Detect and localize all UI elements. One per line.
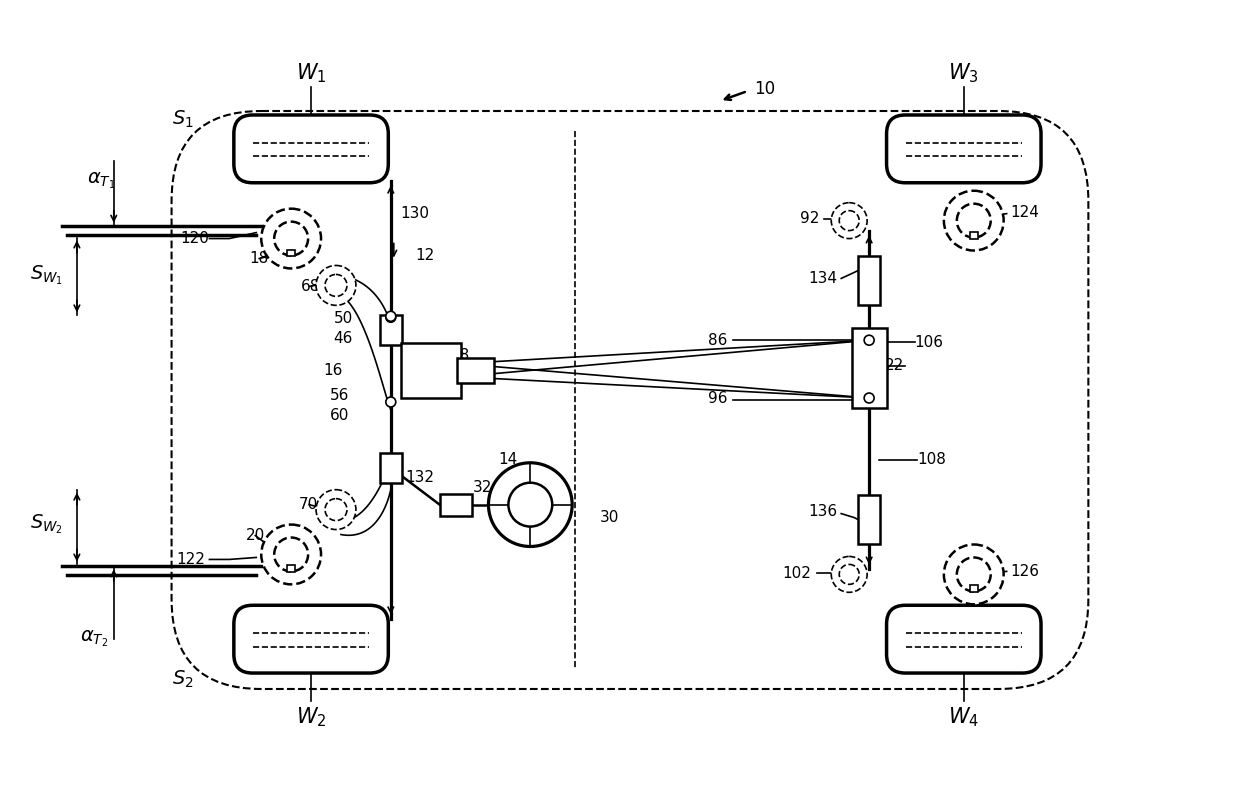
Circle shape <box>944 544 1003 604</box>
Bar <box>440 493 471 516</box>
Bar <box>858 256 880 305</box>
Bar <box>970 232 978 238</box>
FancyBboxPatch shape <box>234 605 388 673</box>
Circle shape <box>489 463 572 547</box>
Circle shape <box>957 204 991 238</box>
Circle shape <box>831 556 867 592</box>
Text: 28: 28 <box>450 347 470 363</box>
Text: 60: 60 <box>330 408 348 423</box>
Text: 32: 32 <box>472 480 492 495</box>
Circle shape <box>386 312 396 321</box>
Circle shape <box>262 524 321 584</box>
Text: 20: 20 <box>247 528 265 543</box>
Bar <box>379 316 402 345</box>
Bar <box>379 453 402 483</box>
Text: 120: 120 <box>181 231 210 246</box>
Circle shape <box>262 209 321 269</box>
Text: 126: 126 <box>1011 564 1039 579</box>
Bar <box>288 565 295 572</box>
Text: 106: 106 <box>914 335 942 350</box>
FancyBboxPatch shape <box>887 115 1042 183</box>
Circle shape <box>944 190 1003 250</box>
Bar <box>456 358 495 383</box>
Circle shape <box>839 564 859 584</box>
Circle shape <box>839 210 859 230</box>
FancyBboxPatch shape <box>171 111 1089 689</box>
Circle shape <box>316 265 356 305</box>
Circle shape <box>864 336 874 345</box>
Text: 86: 86 <box>708 332 728 347</box>
Circle shape <box>957 557 991 591</box>
Text: $W_3$: $W_3$ <box>949 61 980 85</box>
FancyBboxPatch shape <box>887 605 1042 673</box>
Text: $S_1$: $S_1$ <box>171 108 193 130</box>
Text: 30: 30 <box>600 510 620 525</box>
Text: $S_{W_1}$: $S_{W_1}$ <box>30 264 63 287</box>
Text: 12: 12 <box>415 248 435 263</box>
Text: 124: 124 <box>1011 205 1039 220</box>
Text: 68: 68 <box>301 279 320 294</box>
Circle shape <box>274 222 308 256</box>
Circle shape <box>325 274 347 296</box>
Circle shape <box>325 499 347 520</box>
Circle shape <box>386 397 396 407</box>
Circle shape <box>508 483 552 527</box>
Text: 50: 50 <box>334 311 353 326</box>
Text: 18: 18 <box>249 251 269 266</box>
Text: 136: 136 <box>808 505 837 519</box>
Bar <box>288 249 295 257</box>
Text: 46: 46 <box>334 331 353 346</box>
Text: $W_4$: $W_4$ <box>949 705 980 728</box>
Text: 22: 22 <box>885 358 904 373</box>
Text: $\alpha_{T_2}$: $\alpha_{T_2}$ <box>79 629 108 650</box>
FancyBboxPatch shape <box>234 115 388 183</box>
Text: 132: 132 <box>405 470 435 485</box>
Text: 134: 134 <box>808 271 837 286</box>
Circle shape <box>274 537 308 571</box>
Circle shape <box>386 312 396 322</box>
Text: 14: 14 <box>498 452 517 467</box>
Text: 96: 96 <box>708 391 728 406</box>
Bar <box>858 495 880 544</box>
Bar <box>852 328 887 408</box>
Text: $S_2$: $S_2$ <box>171 669 193 689</box>
Text: 108: 108 <box>916 452 946 467</box>
Text: 130: 130 <box>401 206 430 221</box>
Text: $W_2$: $W_2$ <box>296 705 326 728</box>
Text: 70: 70 <box>299 497 319 512</box>
Text: 16: 16 <box>324 363 343 378</box>
Text: 56: 56 <box>330 387 348 402</box>
Text: $W_1$: $W_1$ <box>296 61 326 85</box>
Text: 122: 122 <box>176 552 206 567</box>
Bar <box>401 343 460 398</box>
Text: 92: 92 <box>800 211 820 226</box>
Text: $\alpha_{T_1}$: $\alpha_{T_1}$ <box>87 171 115 191</box>
Text: 10: 10 <box>754 80 776 98</box>
Circle shape <box>831 202 867 238</box>
Text: $S_{W_2}$: $S_{W_2}$ <box>30 512 63 536</box>
Circle shape <box>864 393 874 403</box>
Circle shape <box>316 489 356 529</box>
Text: 102: 102 <box>782 566 811 581</box>
Bar <box>970 585 978 592</box>
